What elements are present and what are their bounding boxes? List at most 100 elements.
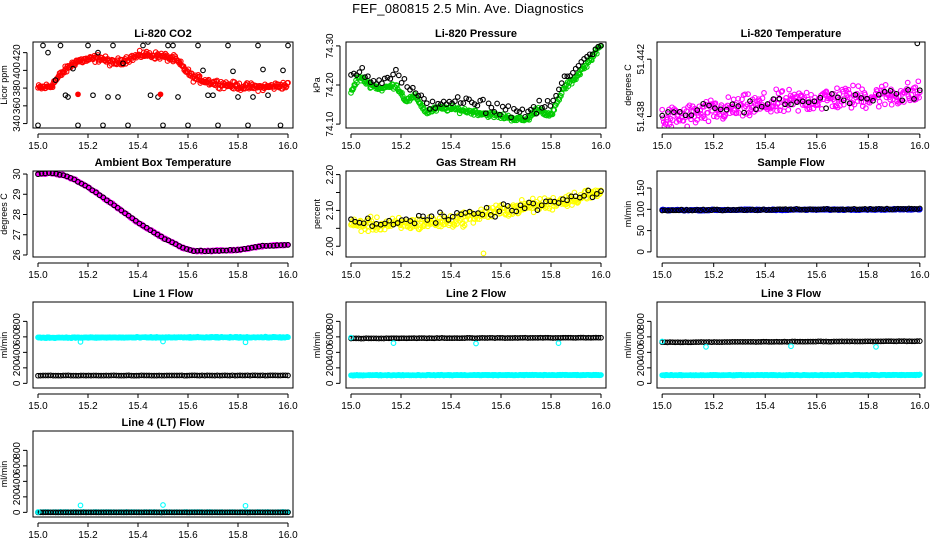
data-point	[856, 206, 863, 213]
data-point	[908, 205, 915, 212]
data-point	[387, 75, 394, 82]
x-tick-label: 15.0	[341, 401, 361, 412]
data-point	[664, 114, 671, 121]
data-point	[760, 206, 767, 213]
data-point	[452, 98, 458, 105]
data-point	[722, 207, 729, 213]
x-tick-label: 15.2	[78, 401, 98, 412]
data-point	[805, 338, 811, 345]
series-sparse	[348, 42, 604, 121]
data-point	[423, 100, 430, 107]
x-tick-label: 15.4	[755, 401, 775, 412]
y-tick-label: 29	[12, 188, 23, 200]
series-dense	[348, 43, 604, 124]
data-point	[799, 338, 806, 345]
data-point	[799, 98, 806, 105]
data-point	[826, 206, 833, 213]
data-point	[738, 101, 745, 108]
data-point	[245, 122, 251, 128]
data-point	[56, 171, 63, 178]
data-point	[668, 123, 675, 128]
x-tick-label: 15.0	[341, 141, 361, 152]
data-point	[700, 100, 707, 107]
data-point	[561, 73, 568, 80]
data-point	[395, 72, 402, 79]
data-point	[280, 67, 286, 74]
data-point	[873, 206, 879, 212]
x-tick-label: 15.0	[28, 141, 48, 152]
data-point	[480, 250, 487, 257]
y-tick-label: 74.10	[325, 111, 336, 136]
x-tick-label: 16.0	[591, 270, 611, 281]
data-point	[242, 339, 249, 346]
data-point	[547, 103, 554, 109]
data-point	[779, 206, 786, 213]
data-point	[435, 223, 442, 230]
data-point	[698, 339, 705, 345]
x-axis: 15.0 15.2 15.4 15.6 15.8 16.0	[652, 393, 930, 412]
y-axis-label: ml/min	[312, 332, 322, 359]
series-sparse	[348, 187, 604, 229]
data-point	[909, 338, 915, 345]
data-point	[376, 77, 382, 83]
data-point	[553, 92, 559, 99]
data-point	[758, 103, 765, 110]
data-point	[785, 106, 792, 113]
data-point	[771, 338, 777, 345]
data-point	[898, 338, 905, 345]
data-point	[812, 206, 819, 213]
chart-title: Gas Stream RH	[436, 157, 516, 169]
plot-frame	[656, 170, 926, 258]
data-point	[889, 206, 896, 213]
data-point	[516, 109, 523, 115]
data-point	[161, 236, 168, 242]
data-point	[773, 86, 780, 93]
x-tick-label: 15.6	[807, 141, 827, 152]
data-point	[461, 222, 468, 229]
data-point	[75, 91, 81, 98]
data-point	[40, 42, 46, 49]
data-point	[664, 339, 671, 346]
data-point	[686, 207, 693, 214]
data-point	[711, 339, 718, 345]
data-point	[708, 339, 715, 346]
data-point	[831, 91, 837, 97]
data-point	[713, 339, 720, 345]
data-point	[697, 207, 704, 214]
data-point	[157, 91, 164, 98]
x-tick-label: 16.0	[910, 270, 930, 281]
x-tick-label: 15.2	[391, 141, 411, 152]
data-point	[692, 207, 698, 213]
y-tick-label: 30	[12, 168, 23, 180]
data-point	[774, 206, 781, 213]
data-point	[788, 343, 794, 350]
data-point	[846, 338, 853, 345]
data-point	[734, 339, 741, 345]
data-point	[821, 206, 827, 212]
series-sparse	[35, 509, 291, 516]
data-point	[811, 98, 818, 105]
data-point	[165, 42, 171, 49]
data-point	[673, 207, 679, 214]
x-axis: 15.0 15.2 15.4 15.6 15.8 16.0	[28, 522, 298, 540]
chart-title: Li-820 Pressure	[435, 28, 517, 40]
data-point	[799, 206, 805, 213]
x-tick-label: 15.4	[128, 530, 148, 540]
chart-line4-points	[35, 502, 291, 516]
data-point	[770, 96, 777, 102]
data-point	[788, 101, 794, 108]
data-point	[482, 110, 489, 117]
data-point	[717, 106, 724, 113]
data-point	[880, 338, 887, 345]
data-point	[848, 206, 855, 213]
y-tick-label: 600	[636, 328, 647, 345]
y-tick-label: 0	[12, 380, 23, 386]
y-tick-label: 800	[12, 442, 23, 459]
data-point	[52, 77, 59, 83]
x-tick-label: 15.8	[228, 530, 248, 540]
data-point	[348, 334, 354, 341]
data-point	[906, 338, 913, 345]
y-axis-label: ml/min	[0, 461, 9, 488]
data-point	[881, 88, 888, 95]
data-point	[786, 86, 792, 93]
